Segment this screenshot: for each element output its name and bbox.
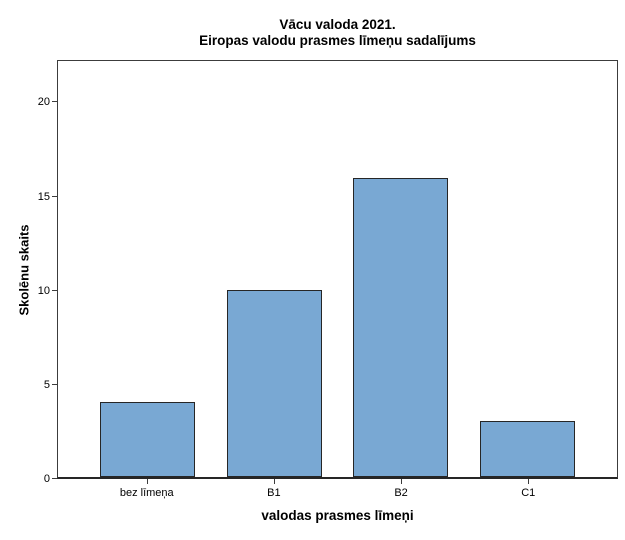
y-tick-mark xyxy=(52,478,57,479)
y-tick-label: 20 xyxy=(37,96,50,109)
y-tick-mark xyxy=(52,289,57,291)
x-tick-mark xyxy=(401,479,403,484)
plot-area xyxy=(57,60,618,479)
chart-title-line2: Eiropas valodu prasmes līmeņu sadalījums xyxy=(199,33,476,48)
y-tick-mark xyxy=(52,195,57,197)
y-tick-label: 15 xyxy=(37,190,50,203)
x-tick-label: B1 xyxy=(267,487,281,499)
x-tick-label: B2 xyxy=(394,487,408,499)
x-tick-label: C1 xyxy=(521,487,536,499)
x-axis-tick-marks xyxy=(57,479,618,484)
x-tick-mark xyxy=(146,479,148,484)
bar-4 xyxy=(480,420,576,477)
y-axis-tick-marks xyxy=(52,60,57,479)
y-axis-tick-labels: 0 5 10 15 20 xyxy=(0,60,50,485)
y-tick-label: 0 xyxy=(43,473,50,485)
x-tick-mark xyxy=(273,479,275,484)
y-tick-mark xyxy=(52,383,57,385)
x-tick-label: bez līmeņa xyxy=(119,487,174,499)
y-tick-label: 10 xyxy=(37,284,50,297)
chart-title: Vācu valoda 2021. Eiropas valodu prasmes… xyxy=(57,17,618,49)
y-tick-label: 5 xyxy=(43,378,50,391)
chart-title-line1: Vācu valoda 2021. xyxy=(279,17,396,32)
x-tick-mark xyxy=(528,479,530,484)
x-axis-tick-labels: bez līmeņa B1 B2 C1 xyxy=(57,487,618,501)
y-tick-mark xyxy=(52,101,57,103)
bar-1 xyxy=(99,402,195,477)
x-axis-title: valodas prasmes līmeņi xyxy=(261,508,414,523)
bar-2 xyxy=(226,290,322,477)
bar-3 xyxy=(353,177,449,477)
